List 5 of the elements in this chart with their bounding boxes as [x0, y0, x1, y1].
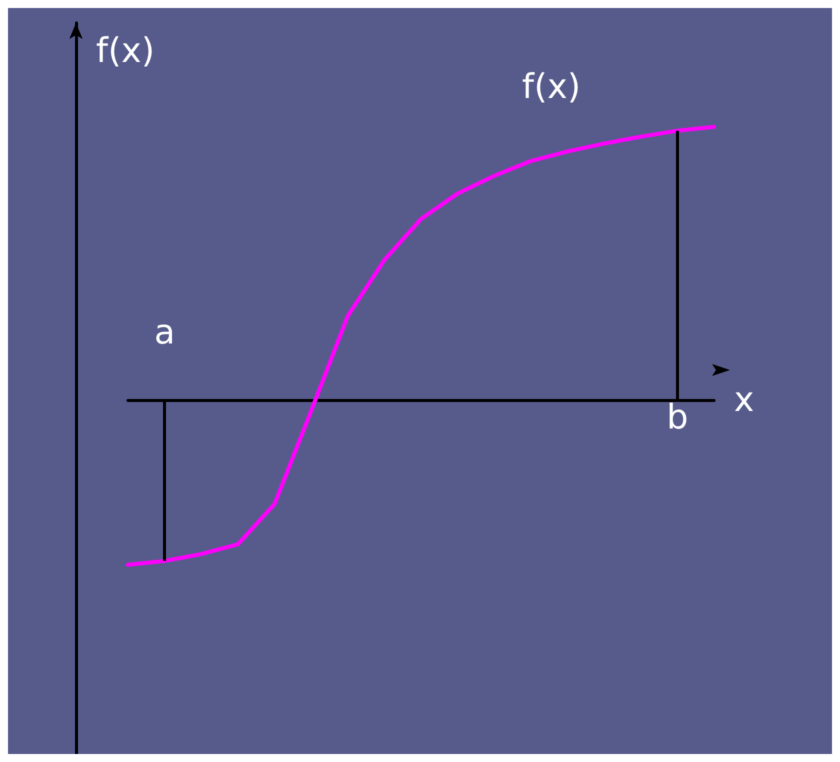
y-axis-title: f(x)	[96, 31, 155, 71]
series-label: f(x)	[522, 66, 581, 107]
x-tick-label: a	[154, 312, 176, 352]
x-axis-title: x	[734, 380, 754, 420]
x-tick-label: b	[666, 397, 688, 438]
